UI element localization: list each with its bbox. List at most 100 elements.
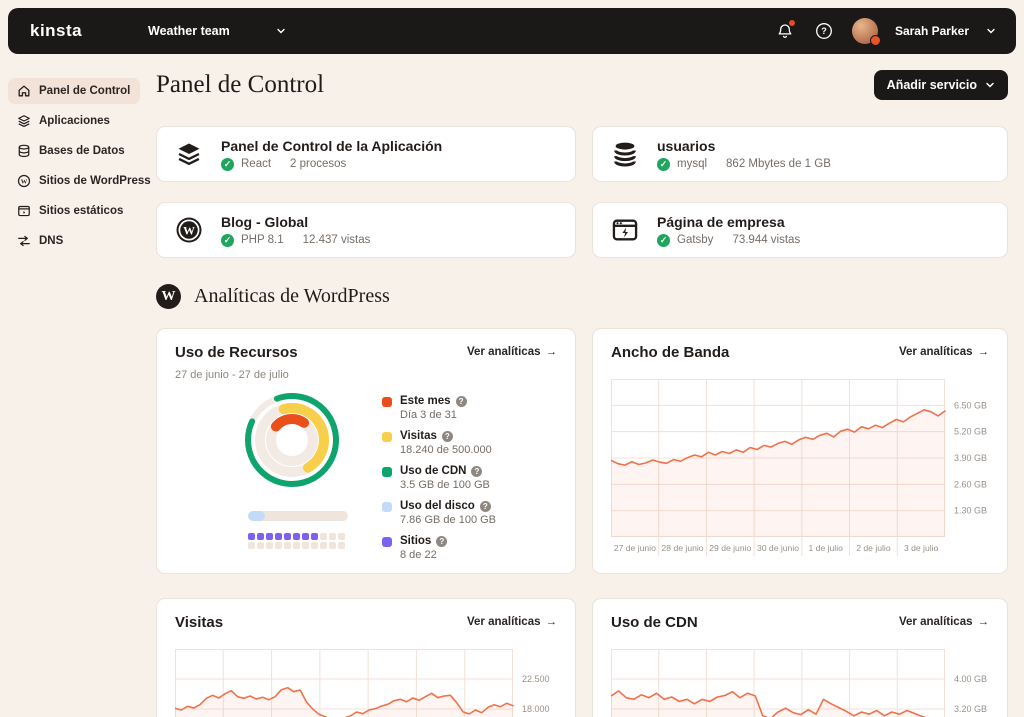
- kinsta-logo[interactable]: kinsta: [30, 21, 83, 40]
- view-analytics-link[interactable]: Ver analíticas →: [467, 346, 557, 358]
- sidebar-label: Panel de Control: [39, 85, 131, 97]
- legend-value: 7.86 GB de 100 GB: [400, 514, 497, 526]
- status-ok-icon: ✓: [221, 233, 234, 247]
- card-title: Uso de Recursos: [175, 344, 298, 361]
- disk-usage-bar: [248, 511, 348, 521]
- notifications-button[interactable]: [774, 20, 796, 42]
- bell-icon: [778, 23, 792, 38]
- svg-text:2 de julio: 2 de julio: [856, 543, 891, 553]
- svg-text:4.00 GB: 4.00 GB: [954, 674, 987, 684]
- arrow-right-icon: →: [545, 616, 558, 628]
- svg-text:22.500: 22.500: [522, 674, 550, 684]
- status-ok-icon: ✓: [657, 233, 670, 247]
- service-meta: 2 procesos: [290, 158, 347, 170]
- link-label: Ver analíticas: [898, 346, 973, 358]
- site-square: [311, 542, 318, 549]
- service-title: Blog - Global: [221, 213, 309, 230]
- site-square: [329, 542, 336, 549]
- chevron-down-icon: [277, 28, 285, 34]
- sidebar-item-sitios-de-wordpress[interactable]: W Sitios de WordPress: [8, 168, 151, 194]
- card-title: Uso de CDN: [611, 614, 698, 631]
- legend-value: 18.240 de 500.000: [400, 444, 492, 456]
- site-square: [284, 533, 291, 540]
- resource-usage-donut-chart: [245, 393, 339, 487]
- bandwidth-line-chart: 6.50 GB 5.20 GB 3.90 GB 2.60 GB 1.30 GB 27 de…: [610, 379, 987, 556]
- link-label: Ver analíticas: [466, 346, 541, 358]
- site-square: [311, 533, 318, 540]
- help-icon[interactable]: ?: [455, 395, 467, 407]
- site-square: [248, 542, 255, 549]
- site-square: [302, 542, 309, 549]
- site-square: [320, 533, 327, 540]
- service-card-database[interactable]: usuarios ✓ mysql 862 Mbytes de 1 GB: [592, 126, 1008, 182]
- svg-text:3 de julio: 3 de julio: [904, 543, 939, 553]
- legend-item-visitas: Visitas? 18.240 de 500.000: [382, 430, 496, 456]
- site-square: [338, 533, 345, 540]
- help-icon[interactable]: ?: [479, 500, 491, 512]
- service-cards: Panel de Control de la Aplicación ✓ Reac…: [156, 126, 1008, 258]
- svg-text:18.000: 18.000: [522, 704, 550, 714]
- sidebar-item-dns[interactable]: DNS: [8, 228, 140, 254]
- site-square: [293, 542, 300, 549]
- user-name: Sarah Parker: [894, 24, 969, 38]
- user-menu-chevron-icon[interactable]: [986, 26, 996, 36]
- sidebar-item-bases-de-datos[interactable]: Bases de Datos: [8, 138, 140, 164]
- wordpress-analytics-section: W Analíticas de WordPress: [156, 284, 390, 309]
- status-ok-icon: ✓: [221, 157, 234, 171]
- site-square: [284, 542, 291, 549]
- help-icon[interactable]: ?: [436, 535, 448, 547]
- site-square: [257, 542, 264, 549]
- visits-card: Visitas Ver analíticas → 22.50018.00013.…: [156, 598, 576, 717]
- database-icon: [18, 144, 30, 158]
- chevron-down-icon: [986, 82, 994, 88]
- service-status: PHP 8.1: [241, 234, 284, 246]
- help-icon[interactable]: ?: [471, 465, 483, 477]
- view-analytics-link[interactable]: Ver analíticas →: [467, 616, 557, 628]
- team-selector[interactable]: Weather team: [148, 24, 286, 38]
- legend-value: 3.5 GB de 100 GB: [400, 479, 490, 491]
- sidebar-label: Sitios de WordPress: [39, 175, 151, 187]
- site-square: [320, 542, 327, 549]
- svg-text:28 de junio: 28 de junio: [662, 543, 704, 553]
- legend-item-sitios: Sitios? 8 de 22: [382, 535, 496, 561]
- view-analytics-link[interactable]: Ver analíticas →: [899, 616, 989, 628]
- service-card-blog[interactable]: W Blog - Global ✓ PHP 8.1 12.437 vistas: [156, 202, 576, 258]
- svg-text:6.50 GB: 6.50 GB: [954, 400, 987, 410]
- card-title: Visitas: [175, 614, 224, 631]
- service-card-application[interactable]: Panel de Control de la Aplicación ✓ Reac…: [156, 126, 576, 182]
- add-service-button[interactable]: Añadir servicio: [873, 70, 1008, 100]
- sidebar-label: Aplicaciones: [39, 115, 110, 127]
- site-square: [275, 533, 282, 540]
- card-title: Ancho de Banda: [611, 344, 730, 361]
- sidebar-item-sitios-estaticos[interactable]: Sitios estáticos: [8, 198, 140, 224]
- sites-usage-grid: [248, 533, 348, 549]
- service-status: Gatsby: [677, 234, 714, 246]
- help-icon[interactable]: ?: [441, 430, 453, 442]
- team-name: Weather team: [148, 24, 230, 38]
- service-card-static-site[interactable]: Página de empresa ✓ Gatsby 73.944 vistas: [592, 202, 1008, 258]
- view-analytics-link[interactable]: Ver analíticas →: [899, 346, 989, 358]
- page-title: Panel de Control: [156, 71, 325, 98]
- status-ok-icon: ✓: [657, 157, 670, 171]
- sidebar-label: Sitios estáticos: [39, 205, 124, 217]
- site-square: [302, 533, 309, 540]
- legend-swatch: [382, 467, 392, 477]
- legend-swatch: [382, 537, 392, 547]
- sidebar-label: Bases de Datos: [39, 145, 125, 157]
- sidebar-item-aplicaciones[interactable]: Aplicaciones: [8, 108, 140, 134]
- svg-text:3.90 GB: 3.90 GB: [954, 453, 987, 463]
- legend-swatch: [382, 397, 392, 407]
- notification-badge: [788, 20, 795, 26]
- arrow-right-icon: →: [545, 346, 558, 358]
- wordpress-icon: W: [176, 217, 202, 243]
- user-avatar[interactable]: [851, 18, 881, 46]
- svg-text:3.20 GB: 3.20 GB: [954, 704, 987, 714]
- svg-text:27 de junio: 27 de junio: [614, 543, 656, 553]
- help-button[interactable]: ?: [813, 20, 835, 42]
- legend-swatch: [382, 432, 392, 442]
- service-meta: 73.944 vistas: [732, 234, 801, 246]
- svg-text:2.60 GB: 2.60 GB: [954, 479, 987, 489]
- legend-swatch: [382, 502, 392, 512]
- sidebar-item-panel-de-control[interactable]: Panel de Control: [8, 78, 140, 104]
- service-title: Página de empresa: [657, 213, 785, 230]
